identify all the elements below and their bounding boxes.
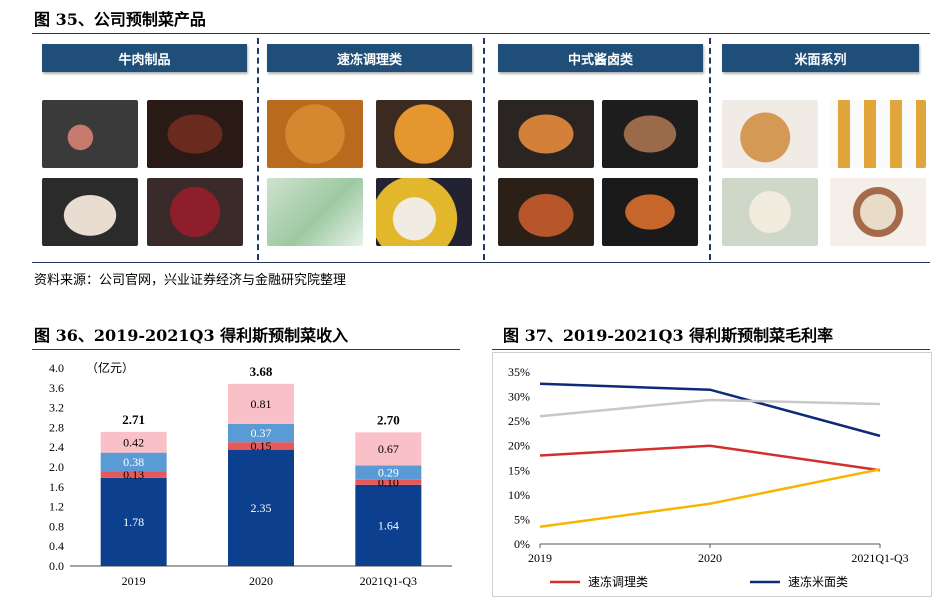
beef-tripe-photo <box>42 178 138 246</box>
bar-value-label: 0.81 <box>251 397 272 411</box>
x-tick-label: 2021Q1-Q3 <box>360 574 417 588</box>
category-chinese-braised: 中式酱卤类 <box>498 44 703 72</box>
bar-value-label: 0.42 <box>123 435 144 449</box>
x-tick-label: 2019 <box>122 574 146 588</box>
column-divider <box>483 38 485 260</box>
x-tick-label: 2020 <box>249 574 273 588</box>
fig37-rule <box>492 349 930 350</box>
y-tick-label: 2.8 <box>49 420 64 434</box>
fig35-rule <box>32 33 930 34</box>
green-balls-package-photo <box>267 178 363 246</box>
braised-fish-photo <box>602 100 698 168</box>
braised-shrimp-photo <box>602 178 698 246</box>
raw-beef-slices-photo <box>42 100 138 168</box>
y-tick-label: 30% <box>508 390 530 404</box>
bar-segment <box>100 471 167 478</box>
fish-balls-corn-photo <box>376 178 472 246</box>
y-tick-label: 3.6 <box>49 381 64 395</box>
y-tick-label: 3.2 <box>49 401 64 415</box>
noodle-plate-photo <box>722 100 818 168</box>
x-tick-label: 2019 <box>528 551 552 565</box>
bar-segment <box>355 484 422 566</box>
bar-segment <box>228 383 294 424</box>
dumplings-photo <box>722 178 818 246</box>
y-tick-label: 2.0 <box>49 460 64 474</box>
y-tick-label: 5% <box>514 512 530 526</box>
column-divider <box>709 38 711 260</box>
category-rice-noodle: 米面系列 <box>722 44 919 72</box>
bar-segment <box>355 479 422 485</box>
bar-value-label: 0.37 <box>251 426 272 440</box>
series-line <box>539 382 881 438</box>
bar-segment <box>228 449 294 566</box>
wonton-bowl-photo <box>830 178 926 246</box>
bar-value-label: 1.78 <box>123 515 144 529</box>
bar-value-label: 0.29 <box>378 466 399 480</box>
bar-value-label: 1.64 <box>378 518 399 532</box>
category-frozen-prepared: 速冻调理类 <box>267 44 472 72</box>
revenue-stacked-bar-chart: 0.0 0.4 0.8 1.2 1.6 2.0 2.4 2.8 3.2 3.6 4.0 （亿元） 1.7… <box>49 360 452 588</box>
bar-segment <box>100 431 167 453</box>
fig36-title: 图 36、2019-2021Q3 得利斯预制菜收入 <box>34 326 349 345</box>
bar-value-label: 2.35 <box>251 501 272 515</box>
bar-segment <box>228 423 294 443</box>
sausage-skewers-photo <box>830 100 926 168</box>
series-line <box>539 398 881 418</box>
roast-duck-fillet-photo <box>498 100 594 168</box>
bar-total-label: 2.71 <box>122 412 145 427</box>
series-line <box>539 468 881 529</box>
fig37-title: 图 37、2019-2021Q3 得利斯预制菜毛利率 <box>503 326 834 345</box>
x-tick-label: 2021Q1-Q3 <box>851 551 908 565</box>
y-tick-label: 10% <box>508 488 530 502</box>
y-tick-label: 25% <box>508 414 530 428</box>
y-tick-label: 1.2 <box>49 500 64 514</box>
bar-value-label: 0.67 <box>378 442 399 456</box>
source-note: 资料来源：公司官网，兴业证券经济与金融研究院整理 <box>34 273 347 288</box>
fig36-rule <box>32 349 460 350</box>
roast-chicken-photo <box>498 178 594 246</box>
series-line <box>539 444 881 472</box>
bar-total-label: 2.70 <box>377 412 400 427</box>
bar-segment <box>355 465 422 480</box>
beef-cubes-photo <box>147 178 243 246</box>
x-tick-label: 2020 <box>698 551 722 565</box>
y-tick-label: 0.4 <box>49 539 64 553</box>
legend-label: 速冻调理类 <box>588 574 648 589</box>
product-grid: 牛肉制品 速冻调理类 中式酱卤类 米面系列 <box>32 38 930 262</box>
y-tick-label: 1.6 <box>49 480 64 494</box>
fig35-bottom-rule <box>32 262 930 263</box>
fig35-title: 图 35、公司预制菜产品 <box>34 10 206 29</box>
bar-segment <box>100 477 167 566</box>
grilled-steak-photo <box>147 100 243 168</box>
bar-segment <box>228 442 294 450</box>
bar-segment <box>100 452 167 472</box>
y-tick-label: 0% <box>514 537 530 551</box>
fried-chicken-nuggets-photo <box>267 100 363 168</box>
y-tick-label: 0.0 <box>49 559 64 573</box>
bar-value-label: 0.38 <box>123 455 144 469</box>
legend-label: 速冻米面类 <box>788 574 848 589</box>
y-tick-label: 20% <box>508 439 530 453</box>
bar-segment <box>355 432 422 466</box>
bar-total-label: 3.68 <box>250 364 273 379</box>
y-tick-label: 35% <box>508 365 530 379</box>
bar-value-label: 0.15 <box>251 439 272 453</box>
category-beef: 牛肉制品 <box>42 44 247 72</box>
y-tick-label: 0.8 <box>49 519 64 533</box>
unit-label: （亿元） <box>86 360 134 375</box>
tofu-cubes-photo <box>376 100 472 168</box>
gross-margin-line-chart: 0%5%10%15%20%25%30%35%2019 2020 2021Q1-Q3速… <box>492 352 932 597</box>
column-divider <box>257 38 259 260</box>
y-tick-label: 15% <box>508 463 530 477</box>
y-tick-label: 4.0 <box>49 361 64 375</box>
y-tick-label: 2.4 <box>49 440 64 454</box>
